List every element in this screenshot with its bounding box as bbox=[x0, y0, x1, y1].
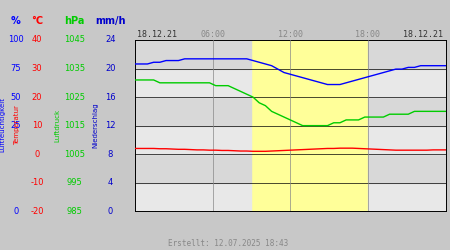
Text: 24: 24 bbox=[105, 36, 116, 44]
Text: hPa: hPa bbox=[64, 16, 85, 26]
Bar bbox=[135, 68, 446, 97]
Bar bbox=[135, 183, 446, 211]
Bar bbox=[368, 154, 446, 183]
Text: 985: 985 bbox=[66, 207, 82, 216]
Text: Temperatur: Temperatur bbox=[14, 105, 20, 145]
Bar bbox=[135, 154, 252, 183]
Text: 25: 25 bbox=[10, 121, 21, 130]
Bar bbox=[135, 68, 252, 97]
Bar bbox=[368, 40, 446, 68]
Text: 995: 995 bbox=[66, 178, 82, 187]
Text: 0: 0 bbox=[34, 150, 40, 159]
Text: Niederschlag: Niederschlag bbox=[92, 102, 99, 148]
Text: °C: °C bbox=[31, 16, 43, 26]
Text: 10: 10 bbox=[32, 121, 42, 130]
Text: 8: 8 bbox=[108, 150, 113, 159]
Text: 18.12.21: 18.12.21 bbox=[403, 30, 443, 39]
Text: -20: -20 bbox=[30, 207, 44, 216]
Text: 1015: 1015 bbox=[64, 121, 85, 130]
Text: 0: 0 bbox=[108, 207, 113, 216]
Bar bbox=[135, 126, 446, 154]
Text: 1035: 1035 bbox=[64, 64, 85, 73]
Text: 18:00: 18:00 bbox=[356, 30, 380, 39]
Text: 1045: 1045 bbox=[64, 36, 85, 44]
Text: 1025: 1025 bbox=[64, 92, 85, 102]
Text: 50: 50 bbox=[10, 92, 21, 102]
Text: -10: -10 bbox=[30, 178, 44, 187]
Text: 0: 0 bbox=[13, 207, 18, 216]
Text: 30: 30 bbox=[32, 64, 42, 73]
Text: 4: 4 bbox=[108, 178, 113, 187]
Text: 40: 40 bbox=[32, 36, 42, 44]
Text: 1005: 1005 bbox=[64, 150, 85, 159]
Bar bbox=[368, 183, 446, 211]
Text: 20: 20 bbox=[32, 92, 42, 102]
Bar bbox=[368, 97, 446, 126]
Text: Luftdruck: Luftdruck bbox=[54, 108, 61, 142]
Bar bbox=[368, 126, 446, 154]
Text: 100: 100 bbox=[8, 36, 23, 44]
Text: 12:00: 12:00 bbox=[278, 30, 303, 39]
Bar bbox=[368, 68, 446, 97]
Text: Erstellt: 12.07.2025 18:43: Erstellt: 12.07.2025 18:43 bbox=[168, 238, 288, 248]
Text: 16: 16 bbox=[105, 92, 116, 102]
Bar bbox=[135, 40, 252, 68]
Text: %: % bbox=[11, 16, 21, 26]
Bar bbox=[135, 97, 446, 126]
Bar bbox=[135, 97, 252, 126]
Text: 20: 20 bbox=[105, 64, 116, 73]
Bar bbox=[252, 40, 368, 211]
Bar bbox=[135, 40, 446, 68]
Text: 12: 12 bbox=[105, 121, 116, 130]
Bar bbox=[135, 183, 252, 211]
Text: mm/h: mm/h bbox=[95, 16, 126, 26]
Bar bbox=[135, 126, 252, 154]
Bar bbox=[135, 154, 446, 183]
Text: 18.12.21: 18.12.21 bbox=[137, 30, 177, 39]
Text: 75: 75 bbox=[10, 64, 21, 73]
Text: Luftfeuchtigkeit: Luftfeuchtigkeit bbox=[0, 98, 5, 152]
Text: 06:00: 06:00 bbox=[200, 30, 225, 39]
